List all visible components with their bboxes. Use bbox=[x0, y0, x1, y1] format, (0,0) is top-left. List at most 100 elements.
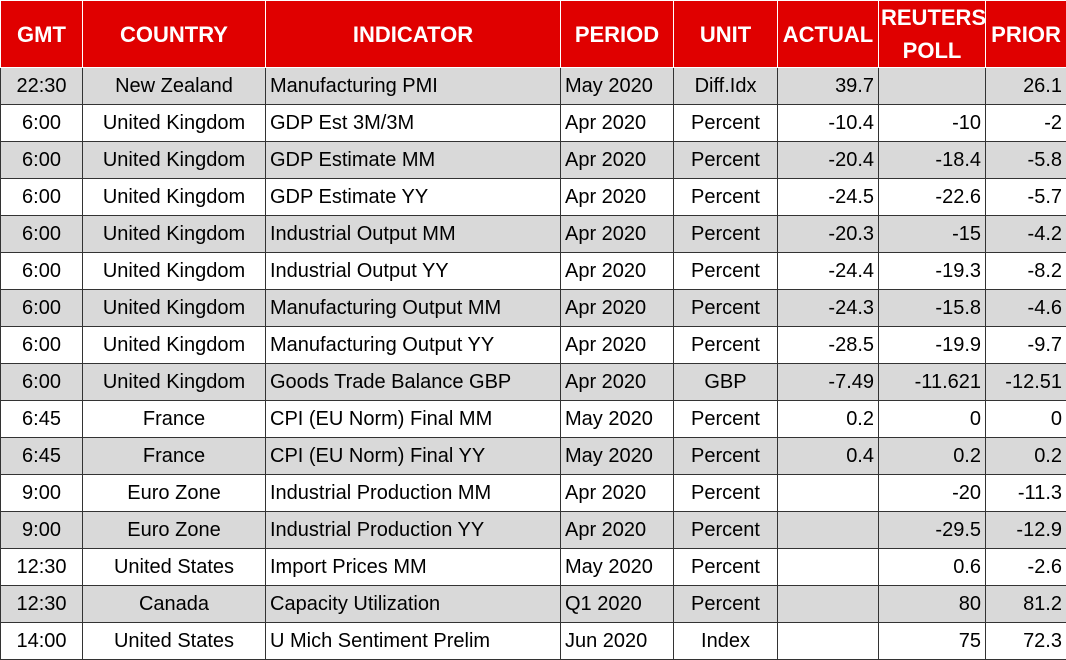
table-cell: Euro Zone bbox=[83, 512, 266, 549]
table-cell: 6:00 bbox=[1, 105, 83, 142]
table-cell: -10 bbox=[879, 105, 986, 142]
table-cell: Industrial Production YY bbox=[266, 512, 561, 549]
table-cell: Percent bbox=[674, 179, 778, 216]
table-cell: Percent bbox=[674, 586, 778, 623]
table-cell: 0.2 bbox=[986, 438, 1066, 475]
table-cell: 12:30 bbox=[1, 586, 83, 623]
table-cell: United Kingdom bbox=[83, 253, 266, 290]
table-cell: CPI (EU Norm) Final YY bbox=[266, 438, 561, 475]
table-cell: May 2020 bbox=[561, 68, 674, 105]
table-cell bbox=[879, 68, 986, 105]
table-cell: United States bbox=[83, 549, 266, 586]
table-cell: GDP Est 3M/3M bbox=[266, 105, 561, 142]
table-cell: Industrial Production MM bbox=[266, 475, 561, 512]
table-cell: Percent bbox=[674, 105, 778, 142]
table-cell bbox=[778, 549, 879, 586]
table-cell: -18.4 bbox=[879, 142, 986, 179]
column-header: COUNTRY bbox=[83, 1, 266, 68]
table-cell: 0.2 bbox=[778, 401, 879, 438]
table-cell: -2.6 bbox=[986, 549, 1066, 586]
table-cell: -20.3 bbox=[778, 216, 879, 253]
table-cell: 6:00 bbox=[1, 216, 83, 253]
table-cell: Percent bbox=[674, 549, 778, 586]
table-cell: Percent bbox=[674, 438, 778, 475]
table-cell: -5.8 bbox=[986, 142, 1066, 179]
table-cell: Manufacturing Output MM bbox=[266, 290, 561, 327]
table-cell: -12.9 bbox=[986, 512, 1066, 549]
table-cell: France bbox=[83, 438, 266, 475]
column-header: REUTERS POLL bbox=[879, 1, 986, 68]
table-cell: 22:30 bbox=[1, 68, 83, 105]
table-cell: Apr 2020 bbox=[561, 253, 674, 290]
table-cell: Industrial Output YY bbox=[266, 253, 561, 290]
column-header: INDICATOR bbox=[266, 1, 561, 68]
table-cell: -15.8 bbox=[879, 290, 986, 327]
table-cell: United Kingdom bbox=[83, 290, 266, 327]
table-cell: 6:00 bbox=[1, 290, 83, 327]
table-cell: Apr 2020 bbox=[561, 216, 674, 253]
table-cell: 6:45 bbox=[1, 438, 83, 475]
table-cell: -28.5 bbox=[778, 327, 879, 364]
table-cell: GBP bbox=[674, 364, 778, 401]
table-cell: 81.2 bbox=[986, 586, 1066, 623]
table-cell: -24.3 bbox=[778, 290, 879, 327]
table-cell: -11.621 bbox=[879, 364, 986, 401]
table-cell: -12.51 bbox=[986, 364, 1066, 401]
table-cell: -20 bbox=[879, 475, 986, 512]
table-cell: 0.6 bbox=[879, 549, 986, 586]
table-cell: -24.4 bbox=[778, 253, 879, 290]
table-cell: 6:00 bbox=[1, 142, 83, 179]
table-cell: -4.6 bbox=[986, 290, 1066, 327]
table-cell: 0.2 bbox=[879, 438, 986, 475]
table-cell: -24.5 bbox=[778, 179, 879, 216]
table-cell: 9:00 bbox=[1, 475, 83, 512]
table-cell: Diff.Idx bbox=[674, 68, 778, 105]
table-cell: -4.2 bbox=[986, 216, 1066, 253]
table-cell: 12:30 bbox=[1, 549, 83, 586]
table-cell: 0.4 bbox=[778, 438, 879, 475]
table-cell: 6:00 bbox=[1, 327, 83, 364]
table-cell: Apr 2020 bbox=[561, 179, 674, 216]
column-header: ACTUAL bbox=[778, 1, 879, 68]
table-cell: United Kingdom bbox=[83, 142, 266, 179]
table-cell: -7.49 bbox=[778, 364, 879, 401]
table-cell: United Kingdom bbox=[83, 327, 266, 364]
table-cell: May 2020 bbox=[561, 549, 674, 586]
column-header: PERIOD bbox=[561, 1, 674, 68]
table-cell: GDP Estimate MM bbox=[266, 142, 561, 179]
table-cell: 6:00 bbox=[1, 179, 83, 216]
table-cell: Apr 2020 bbox=[561, 327, 674, 364]
table-cell: May 2020 bbox=[561, 438, 674, 475]
table-cell: Percent bbox=[674, 475, 778, 512]
table-cell: Apr 2020 bbox=[561, 105, 674, 142]
table-cell: Apr 2020 bbox=[561, 290, 674, 327]
table-cell: 39.7 bbox=[778, 68, 879, 105]
table-cell: Goods Trade Balance GBP bbox=[266, 364, 561, 401]
table-cell: CPI (EU Norm) Final MM bbox=[266, 401, 561, 438]
table-cell: -19.3 bbox=[879, 253, 986, 290]
table-cell: 9:00 bbox=[1, 512, 83, 549]
table-cell: -15 bbox=[879, 216, 986, 253]
table-cell: Percent bbox=[674, 290, 778, 327]
table-cell: -29.5 bbox=[879, 512, 986, 549]
table-cell: Apr 2020 bbox=[561, 475, 674, 512]
table-cell: United Kingdom bbox=[83, 216, 266, 253]
column-header: GMT bbox=[1, 1, 83, 68]
table-cell: 6:45 bbox=[1, 401, 83, 438]
table-cell: May 2020 bbox=[561, 401, 674, 438]
table-cell: -20.4 bbox=[778, 142, 879, 179]
table-cell: -9.7 bbox=[986, 327, 1066, 364]
table-cell: New Zealand bbox=[83, 68, 266, 105]
table-cell: Capacity Utilization bbox=[266, 586, 561, 623]
table-cell bbox=[778, 586, 879, 623]
table-cell: 6:00 bbox=[1, 364, 83, 401]
